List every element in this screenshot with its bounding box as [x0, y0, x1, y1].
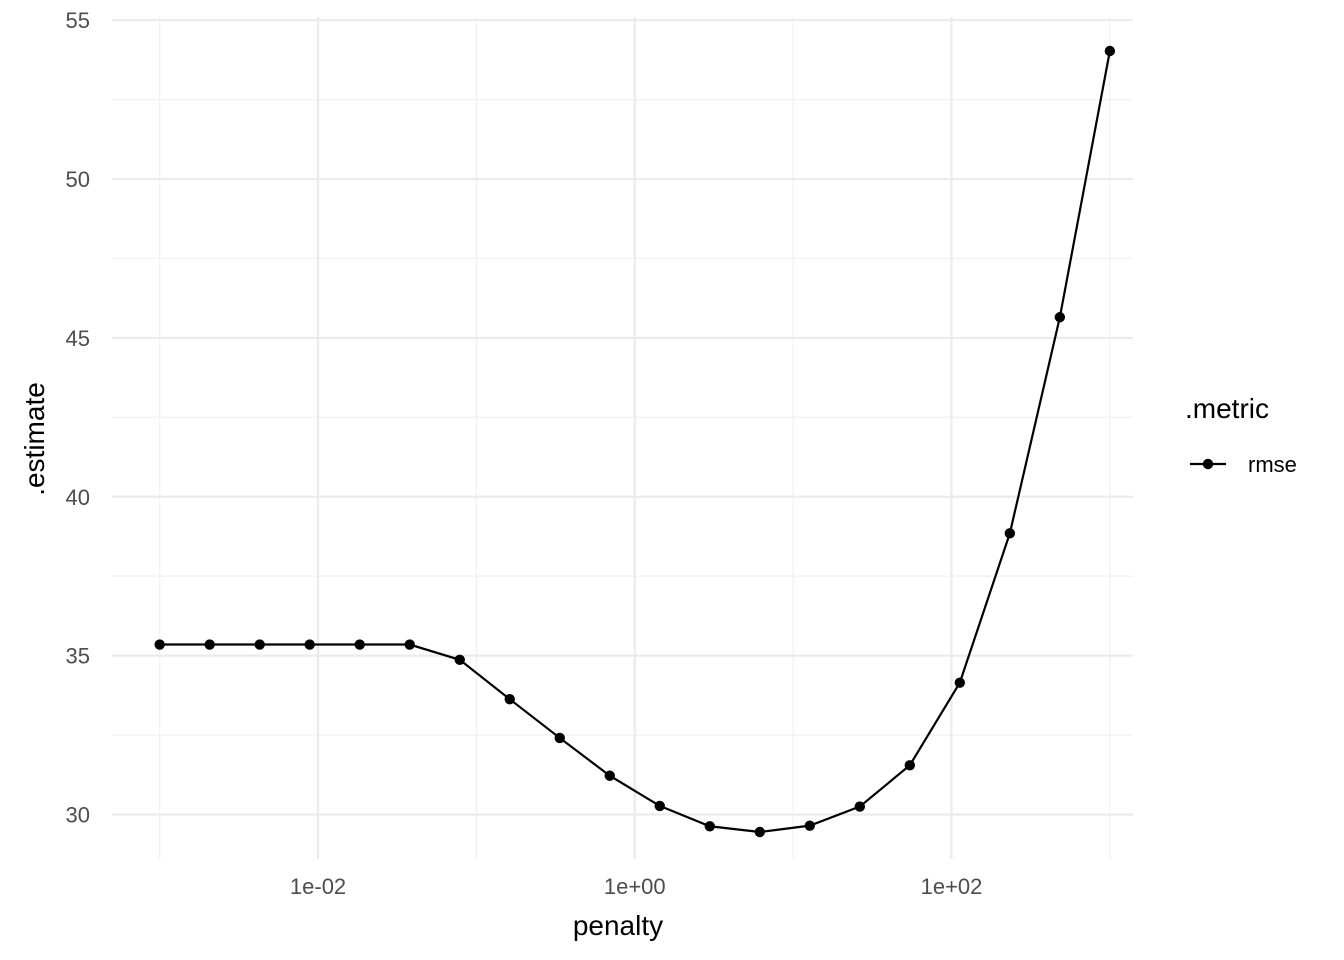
- data-point-rmse: [654, 800, 665, 812]
- legend-title: .metric: [1185, 393, 1269, 424]
- data-point-rmse: [1054, 312, 1066, 323]
- series-rmse: [154, 45, 1116, 838]
- series-line-rmse: [159, 50, 1111, 834]
- grid-lines: [112, 17, 1133, 859]
- data-point-rmse: [154, 639, 165, 650]
- y-axis-title: .estimate: [19, 382, 50, 496]
- data-point-rmse: [954, 677, 966, 688]
- data-point-rmse: [254, 639, 265, 650]
- data-point-rmse: [504, 693, 515, 705]
- x-tick-label: 1e+02: [921, 874, 983, 899]
- y-tick-label: 40: [66, 485, 90, 510]
- data-point-rmse: [304, 639, 315, 650]
- legend-label-rmse: rmse: [1248, 452, 1297, 477]
- data-point-rmse: [1104, 45, 1116, 57]
- y-tick-label: 50: [66, 167, 90, 192]
- data-point-rmse: [704, 821, 715, 832]
- data-point-rmse: [1004, 528, 1016, 539]
- y-tick-label: 55: [66, 8, 90, 33]
- y-axis-ticks: 30 35 40 45 50 55: [66, 8, 90, 827]
- data-point-rmse: [204, 639, 215, 650]
- data-point-rmse: [904, 760, 916, 771]
- y-tick-label: 30: [66, 803, 90, 828]
- data-point-rmse: [454, 654, 465, 665]
- data-point-rmse: [554, 732, 565, 744]
- x-tick-label: 1e-02: [290, 874, 346, 899]
- x-tick-label: 1e+00: [604, 874, 666, 899]
- data-point-rmse: [854, 801, 866, 812]
- data-point-rmse: [404, 639, 415, 650]
- legend-key-point: [1202, 458, 1214, 470]
- data-point-rmse: [354, 639, 365, 650]
- y-tick-label: 35: [66, 644, 90, 669]
- data-point-rmse: [604, 770, 615, 781]
- x-axis-title: penalty: [573, 910, 663, 941]
- legend: .metric rmse: [1185, 393, 1297, 477]
- data-point-rmse: [754, 826, 765, 838]
- x-axis-ticks: 1e-02 1e+00 1e+02: [290, 874, 982, 899]
- data-point-rmse: [804, 820, 816, 831]
- y-tick-label: 45: [66, 326, 90, 351]
